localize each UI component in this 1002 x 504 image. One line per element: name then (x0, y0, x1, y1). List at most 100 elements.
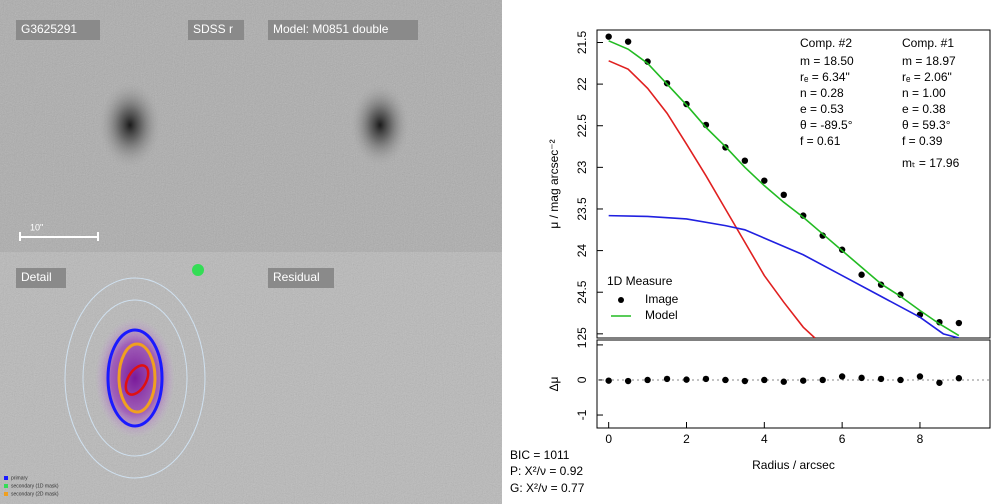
data-point (936, 379, 943, 386)
legend-entry: Model (645, 308, 678, 322)
data-point (858, 374, 865, 382)
y-axis-label: μ / mag arcsec⁻² (547, 139, 561, 228)
mask-legend: secondary (2D mask) (11, 491, 59, 497)
data-point (936, 318, 943, 326)
component-title: Comp. #2 (800, 36, 852, 50)
data-point (955, 375, 963, 382)
component-param: mₜ = 17.96 (902, 156, 960, 170)
plot-frame (596, 339, 991, 429)
isophote (64, 277, 206, 479)
data-point (761, 177, 768, 184)
mask-legend: primary (11, 475, 28, 481)
data-point (800, 212, 807, 219)
model-line (608, 40, 960, 337)
panel-label: Residual (273, 270, 320, 284)
data-point (780, 191, 787, 199)
y-axis-label: Δμ (547, 376, 561, 391)
label-box (268, 20, 418, 40)
panel-label: SDSS r (193, 22, 233, 36)
model-line (608, 60, 816, 338)
data-point (955, 319, 963, 327)
y-tick-label: 24.5 (575, 280, 589, 304)
label-box (268, 268, 334, 288)
panel-label: Model: M0851 double (273, 22, 389, 36)
x-tick-label: 6 (839, 432, 846, 446)
component-title: Comp. #1 (902, 36, 954, 50)
data-point (761, 376, 768, 384)
component-param: e = 0.38 (902, 102, 946, 116)
component-param: m = 18.50 (800, 54, 854, 68)
y-tick-label: 22.5 (575, 114, 589, 138)
data-point (819, 232, 826, 239)
legend-title: 1D Measure (607, 274, 673, 288)
legend-swatch (4, 476, 8, 480)
galaxy-model (350, 83, 410, 167)
plot-frame (596, 29, 991, 339)
legend-swatch (4, 492, 8, 496)
legend-entry: Image (645, 292, 679, 306)
data-point (897, 376, 904, 384)
component-param: f = 0.39 (902, 134, 943, 148)
component-param: θ = -89.5° (800, 118, 853, 132)
component-param: n = 1.00 (902, 86, 946, 100)
y-tick-label: 22 (575, 77, 589, 91)
model-line (608, 214, 960, 338)
data-point (644, 58, 651, 65)
data-point (683, 376, 690, 383)
data-point (741, 377, 749, 385)
y-tick-label: 24 (575, 244, 589, 258)
data-point (819, 376, 826, 384)
component-param: rₑ = 6.34" (800, 70, 850, 84)
y-tick-label: 23.5 (575, 197, 589, 221)
stat: P: X²/ν = 0.92 (510, 464, 583, 478)
data-point (838, 373, 846, 380)
panel-label: Detail (21, 270, 52, 284)
x-axis-label: Radius / arcsec (752, 458, 835, 472)
data-point (780, 378, 787, 385)
data-point (702, 375, 710, 383)
ellipse-comp1 (124, 364, 150, 396)
data-point (605, 33, 612, 40)
y-tick-label: 1 (575, 341, 589, 348)
data-point (858, 271, 865, 278)
stat: BIC = 1011 (510, 448, 570, 462)
label-box (188, 20, 244, 40)
noise (0, 0, 502, 504)
x-tick-label: 2 (683, 432, 690, 446)
data-point (663, 375, 671, 383)
mask-source (192, 264, 204, 276)
label-box (16, 20, 100, 40)
data-point (605, 377, 612, 384)
component-param: n = 0.28 (800, 86, 844, 100)
data-point (877, 375, 885, 383)
component-param: e = 0.53 (800, 102, 844, 116)
data-point (722, 376, 729, 384)
legend-marker (618, 297, 624, 303)
component-param: rₑ = 2.06" (902, 70, 952, 84)
data-point (741, 157, 749, 164)
y-tick-label: 0 (575, 376, 589, 383)
data-point (624, 377, 632, 385)
isophote (82, 299, 188, 457)
image-panels: 10" G3625291 SDSS r Model: M0851 double … (0, 0, 502, 504)
component-param: θ = 59.3° (902, 118, 951, 132)
ellipse-outer (117, 342, 157, 414)
ellipse-comp2 (106, 328, 164, 428)
y-tick-label: 21.5 (575, 30, 589, 54)
x-tick-label: 8 (917, 432, 924, 446)
y-tick-label: -1 (575, 409, 589, 420)
x-tick-label: 4 (761, 432, 768, 446)
x-tick-label: 0 (605, 432, 612, 446)
component-param: m = 18.97 (902, 54, 956, 68)
component-param: f = 0.61 (800, 134, 841, 148)
legend-swatch (4, 484, 8, 488)
y-tick-label: 23 (575, 160, 589, 174)
stat: G: X²/ν = 0.77 (510, 481, 585, 495)
data-point (624, 38, 632, 45)
data-point (897, 291, 904, 298)
mask-legend: secondary (1D mask) (11, 483, 59, 489)
data-point (644, 376, 651, 384)
scale-label: 10" (30, 222, 43, 232)
